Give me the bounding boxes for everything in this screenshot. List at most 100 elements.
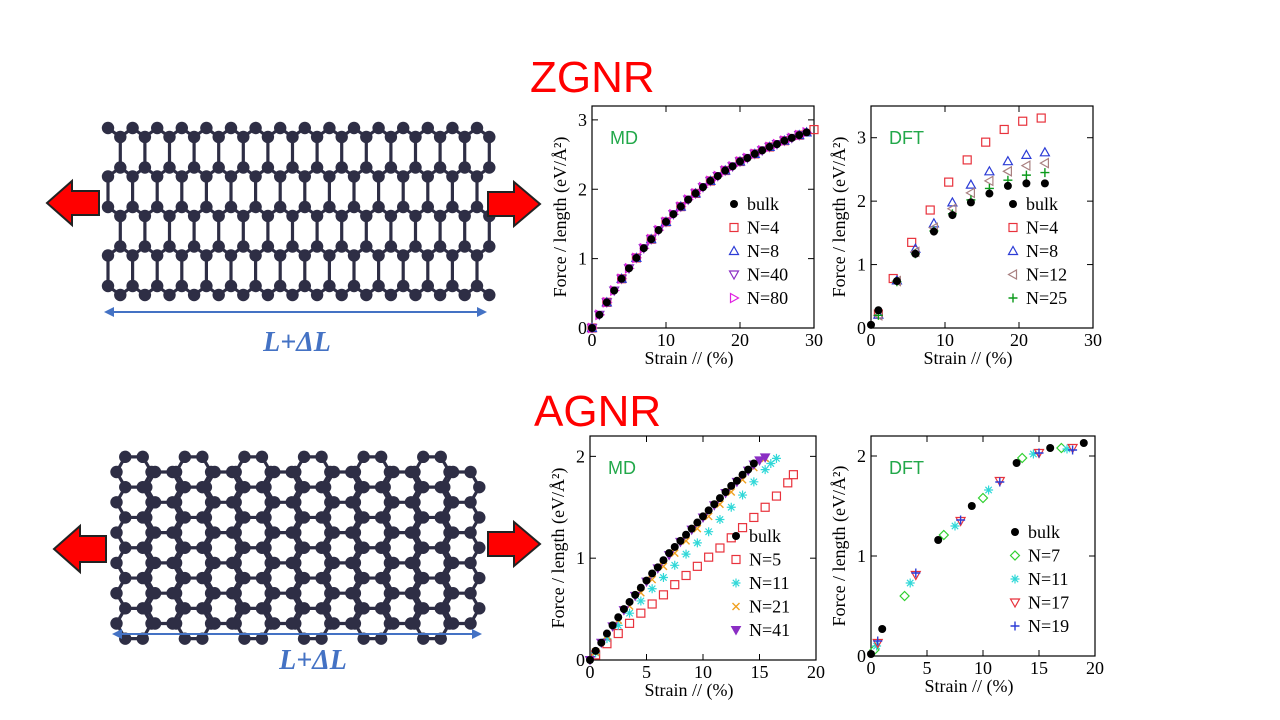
zgnr-atom	[409, 240, 422, 253]
data-point	[1012, 459, 1021, 467]
series-bulk	[867, 179, 1049, 329]
zgnr-atom	[384, 240, 398, 253]
zgnr-atom	[409, 130, 422, 144]
agnr-atom	[140, 480, 153, 494]
data-point	[907, 237, 917, 247]
zgnr-atom	[261, 161, 275, 174]
zgnr-atom	[470, 249, 484, 262]
series-N=4	[873, 113, 1046, 319]
zgnr-atom	[286, 288, 299, 302]
zgnr-atom	[237, 288, 250, 302]
agnr-atom	[464, 617, 477, 630]
data-point	[721, 166, 730, 175]
y-tick-label: 1	[578, 249, 587, 269]
zgnr-atom	[310, 209, 324, 223]
zgnr-atom	[446, 170, 459, 183]
agnr-atom	[378, 511, 391, 524]
zgnr-atom	[409, 161, 422, 174]
data-point	[653, 563, 662, 572]
zgnr-title: ZGNR	[530, 53, 655, 102]
data-point	[948, 211, 957, 220]
agnr-atom	[387, 556, 400, 570]
data-point	[624, 618, 635, 628]
series-N=5	[591, 470, 799, 660]
zgnr-atom	[458, 240, 471, 253]
agnr-atom	[169, 617, 183, 630]
y-tick-label: 2	[857, 191, 866, 211]
zgnr-atom	[372, 200, 385, 214]
data-point	[737, 523, 748, 533]
legend-marker	[732, 532, 740, 540]
data-point	[938, 529, 950, 541]
agnr-atom	[169, 526, 183, 539]
zgnr-ribbon	[101, 121, 496, 302]
data-point	[1067, 443, 1079, 454]
zgnr-atom	[483, 130, 496, 144]
agnr-atom	[196, 450, 209, 464]
data-point	[867, 650, 875, 658]
agnr-atom	[434, 450, 447, 464]
agnr-atom	[438, 571, 451, 585]
data-point	[911, 568, 921, 578]
agnr-atom	[238, 480, 251, 494]
x-tick-label: 10	[657, 330, 675, 350]
agnr-atom	[289, 617, 302, 630]
data-point	[1046, 444, 1055, 452]
zgnr-atom	[151, 200, 164, 214]
agnr-atom	[140, 541, 153, 554]
y-tick-label: 2	[576, 446, 585, 466]
x-tick-label: 10	[974, 658, 992, 678]
legend-marker	[731, 554, 741, 565]
data-point	[647, 599, 657, 609]
zgnr-atom	[286, 161, 299, 174]
data-point	[658, 590, 669, 600]
data-point	[642, 576, 651, 585]
zgnr-atom	[397, 170, 410, 183]
data-point	[966, 198, 975, 207]
zgnr-atom	[286, 209, 299, 223]
zgnr-left-pull-arrow	[45, 178, 100, 228]
data-point	[586, 656, 594, 664]
agnr-atom	[140, 602, 153, 615]
legend-label: N=11	[749, 573, 789, 593]
zgnr-atom	[224, 200, 238, 214]
agnr-atom	[119, 602, 132, 615]
legend-label: N=4	[1026, 218, 1058, 238]
agnr-atom	[357, 602, 370, 615]
zgnr-atom	[126, 121, 139, 135]
agnr-dft-chart: 0 5 10 15 20 0 1 2 Strain // (%) Force / length (…	[829, 435, 1104, 697]
data-point	[619, 605, 628, 614]
legend-marker	[729, 222, 739, 233]
legend-label: bulk	[1026, 194, 1058, 214]
data-point	[670, 580, 680, 590]
agnr-atom	[327, 496, 341, 509]
agnr-right-pull-arrow-shape	[487, 519, 542, 569]
agnr-atom	[169, 556, 183, 570]
zgnr-atom	[138, 209, 152, 223]
y-tick-label: 1	[857, 546, 866, 566]
data-point	[1036, 113, 1046, 123]
data-point	[1039, 157, 1050, 169]
y-tick-label: 0	[578, 318, 587, 338]
legend-marker	[1009, 598, 1021, 609]
data-point	[715, 494, 724, 503]
data-point	[613, 628, 623, 639]
agnr-atom	[178, 511, 192, 524]
data-point	[759, 453, 771, 463]
data-point	[654, 226, 663, 235]
zgnr-atom	[458, 209, 471, 223]
legend-marker	[1007, 268, 1018, 281]
zgnr-atom	[397, 279, 410, 293]
agnr-atom	[208, 587, 221, 600]
series-N=12	[872, 157, 1050, 321]
data-point	[754, 456, 765, 466]
zgnr-atom	[483, 288, 496, 302]
agnr-atom	[169, 496, 183, 509]
agnr-atom	[148, 465, 162, 479]
data-point	[743, 154, 752, 163]
zgnr-atom	[421, 249, 434, 262]
data-point	[704, 506, 713, 515]
zgnr-atom	[384, 209, 398, 223]
zgnr-atom	[470, 121, 484, 135]
agnr-atom	[374, 450, 388, 464]
